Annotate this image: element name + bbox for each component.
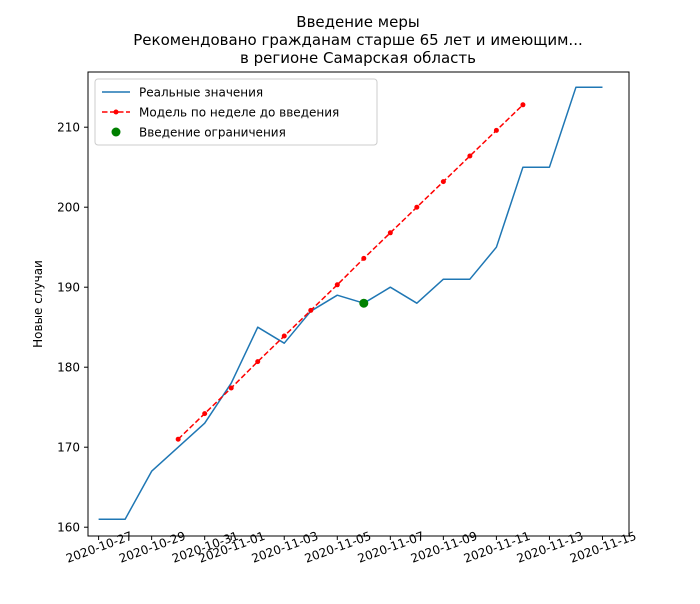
model-point: [493, 127, 499, 133]
model-point: [520, 102, 526, 108]
y-tick-label: 170: [57, 441, 80, 455]
legend: Реальные значения Модель по неделе до вв…: [94, 78, 378, 146]
title-line-1: Введение меры: [296, 13, 419, 31]
model-point: [387, 230, 393, 236]
x-axis: 2020-10-272020-10-292020-10-312020-11-01…: [64, 529, 638, 566]
legend-label-measure: Введение ограничения: [139, 126, 286, 140]
model-point: [440, 179, 446, 185]
y-tick-label: 190: [57, 281, 80, 295]
model-point: [255, 359, 261, 365]
title-line-2: Рекомендовано гражданам старше 65 лет и …: [133, 31, 582, 49]
y-tick-label: 200: [57, 201, 80, 215]
model-point: [334, 282, 340, 288]
plot-area: [87, 71, 630, 537]
y-tick-label: 180: [57, 361, 80, 375]
model-point: [467, 153, 473, 159]
plot-frame: [87, 71, 630, 537]
x-ticks: 2020-10-272020-10-292020-10-312020-11-01…: [64, 529, 638, 566]
model-point: [175, 436, 181, 442]
model-point: [414, 204, 420, 210]
y-tick-label: 210: [57, 121, 80, 135]
series-line-real: [98, 86, 603, 520]
model-point: [281, 333, 287, 339]
chart-title: Введение меры Рекомендовано гражданам ст…: [133, 13, 582, 67]
series-line-model: [177, 104, 524, 440]
model-point: [202, 411, 208, 417]
y-tick-label: 160: [57, 521, 80, 535]
legend-label-model: Модель по неделе до введения: [139, 106, 339, 120]
title-line-3: в регионе Самарская область: [240, 49, 476, 67]
series-layer: [98, 86, 603, 520]
model-point: [308, 307, 314, 313]
model-point: [228, 385, 234, 391]
measure-point: [359, 298, 369, 308]
legend-box: [94, 78, 378, 146]
y-axis-label: Новые случаи: [31, 260, 45, 348]
legend-swatch-model-marker: [113, 109, 119, 115]
model-point: [361, 255, 367, 261]
legend-swatch-measure: [111, 127, 121, 137]
y-ticks: 160 170 180 190 200 210: [57, 121, 88, 535]
y-axis: 160 170 180 190 200 210 Новые случаи: [31, 121, 88, 535]
legend-label-real: Реальные значения: [139, 86, 263, 100]
